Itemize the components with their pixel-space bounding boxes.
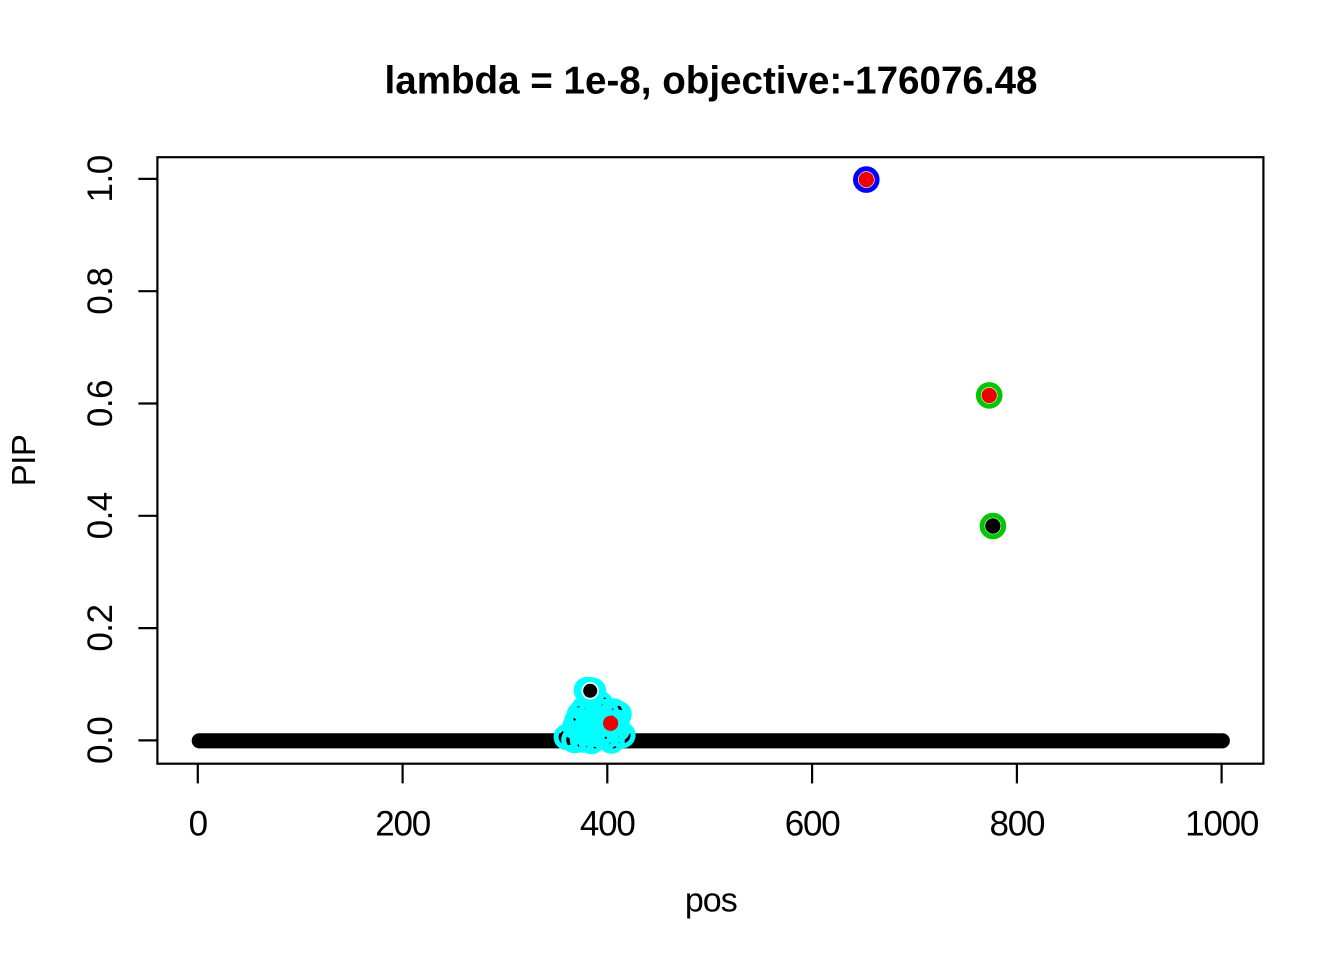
svg-text:0.6: 0.6 (81, 380, 120, 427)
svg-text:pos: pos (685, 882, 737, 920)
svg-text:0: 0 (189, 805, 208, 844)
svg-text:0.8: 0.8 (81, 268, 120, 315)
svg-text:0.2: 0.2 (81, 605, 120, 652)
svg-text:800: 800 (990, 805, 1046, 844)
svg-text:lambda = 1e-8, objective:-1760: lambda = 1e-8, objective:-176076.48 (385, 59, 1038, 102)
svg-text:0.4: 0.4 (81, 492, 120, 539)
svg-text:PIP: PIP (5, 435, 42, 487)
svg-text:600: 600 (785, 805, 841, 844)
svg-text:1000: 1000 (1185, 805, 1259, 844)
svg-text:1.0: 1.0 (81, 155, 120, 202)
svg-text:0.0: 0.0 (81, 717, 120, 764)
svg-text:400: 400 (580, 805, 636, 844)
svg-text:200: 200 (375, 805, 431, 844)
